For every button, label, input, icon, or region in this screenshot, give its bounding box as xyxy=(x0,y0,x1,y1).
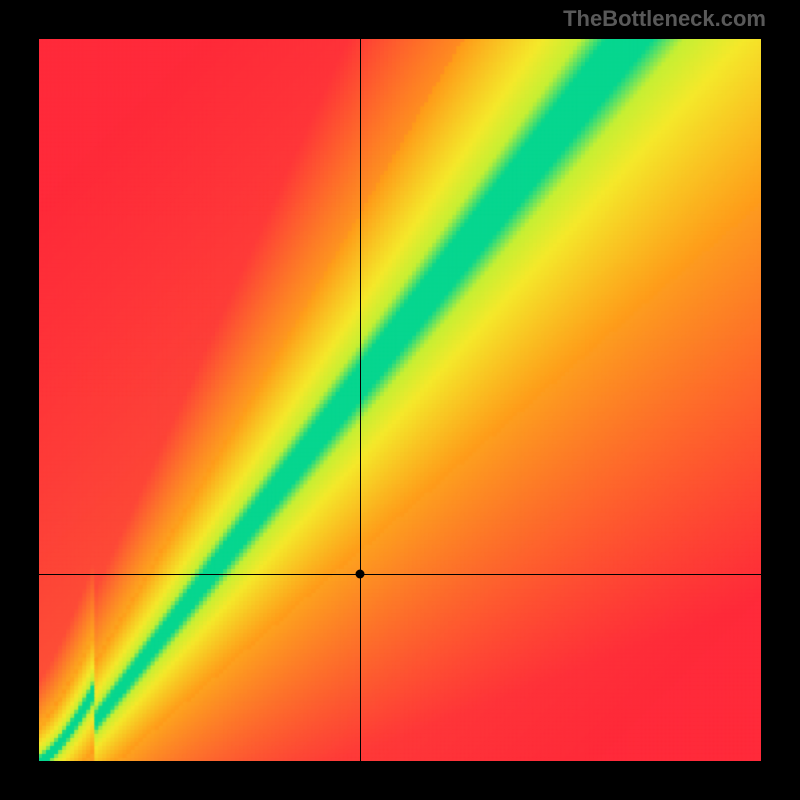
watermark-text: TheBottleneck.com xyxy=(563,6,766,32)
heatmap-canvas xyxy=(38,38,762,762)
crosshair-horizontal xyxy=(38,574,762,575)
crosshair-vertical xyxy=(360,38,361,762)
marker-dot xyxy=(356,570,365,579)
plot-area xyxy=(38,38,762,762)
